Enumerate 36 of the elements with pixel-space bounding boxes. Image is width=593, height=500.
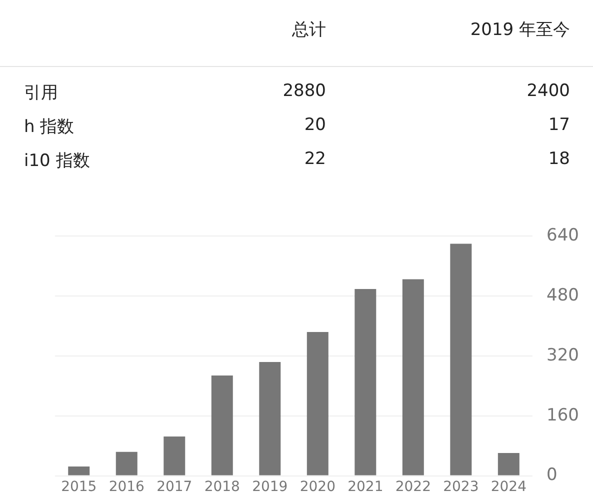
y-tick-label: 0 xyxy=(546,465,558,486)
bar xyxy=(68,466,90,476)
x-tick-label: 2024 xyxy=(490,478,527,495)
bar xyxy=(402,279,424,476)
bar xyxy=(259,362,281,476)
text: 2400 xyxy=(526,81,570,101)
text: h 指数 xyxy=(24,116,74,138)
x-tick-label: 2023 xyxy=(443,478,479,495)
y-tick-label: 640 xyxy=(546,226,580,246)
text: 2019 年至今 xyxy=(470,19,570,41)
x-tick-label: 2018 xyxy=(204,478,240,495)
text: 2880 xyxy=(282,81,326,101)
text: i10 指数 xyxy=(24,150,90,172)
y-tick-label: 480 xyxy=(546,286,580,306)
x-tick-label: 2015 xyxy=(61,478,97,495)
x-tick-label: 2021 xyxy=(348,478,384,495)
bar xyxy=(116,452,138,476)
text: 17 xyxy=(548,115,570,135)
y-tick-label: 320 xyxy=(546,345,580,366)
x-tick-label: 2017 xyxy=(156,478,192,495)
text: 22 xyxy=(304,149,326,169)
text: 18 xyxy=(548,149,570,169)
x-tick-label: 2016 xyxy=(108,478,145,495)
text: 20 xyxy=(304,115,326,135)
text: 引用 xyxy=(24,82,58,104)
bar xyxy=(306,332,328,476)
text: 总计 xyxy=(292,19,326,41)
bar xyxy=(498,452,520,476)
x-tick-label: 2019 xyxy=(252,478,288,495)
bar xyxy=(211,375,233,476)
bar xyxy=(164,436,186,476)
x-tick-label: 2020 xyxy=(300,478,336,495)
y-tick-label: 160 xyxy=(546,405,580,426)
x-tick-label: 2022 xyxy=(395,478,431,495)
bar xyxy=(450,244,472,476)
bar xyxy=(354,288,376,476)
